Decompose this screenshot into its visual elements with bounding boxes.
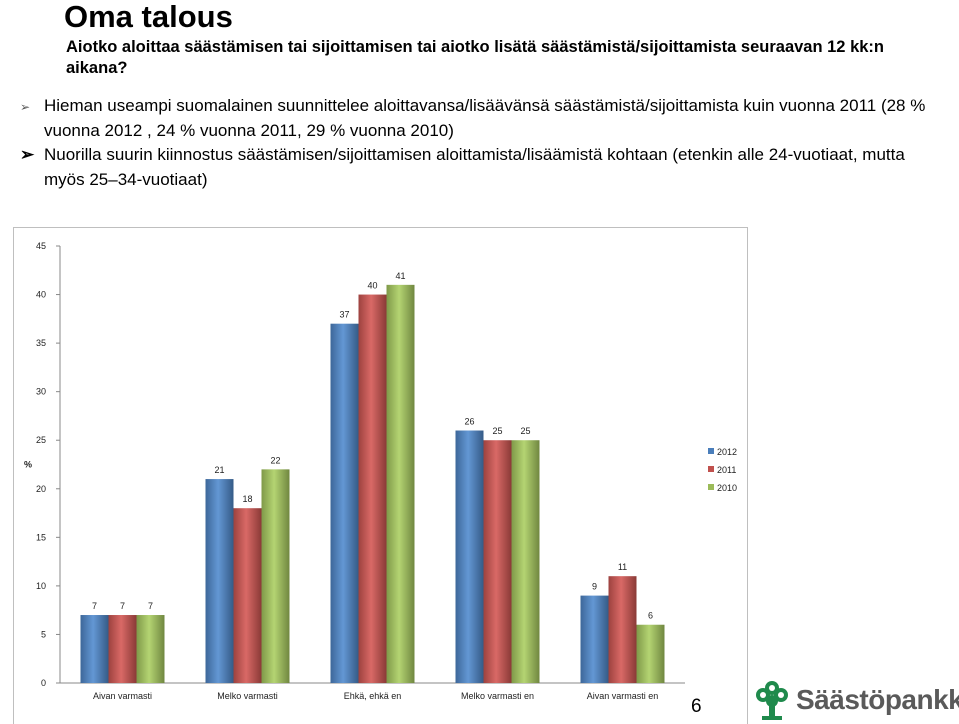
x-tick-label: Aivan varmasti [93, 691, 152, 701]
logo: Säästöpankki [752, 680, 959, 723]
bar-2012 [455, 430, 484, 683]
data-label: 40 [367, 281, 377, 291]
bar-2011 [608, 576, 637, 683]
y-axis-label: % [24, 460, 32, 470]
bar-2012 [330, 323, 359, 683]
bullet-list: ➢ Hieman useampi suomalainen suunnittele… [20, 94, 945, 192]
data-label: 26 [464, 417, 474, 427]
y-tick-label: 0 [41, 678, 46, 688]
tree-logo-icon [756, 681, 788, 720]
bar-2011 [233, 508, 262, 683]
bar-2010 [261, 469, 290, 683]
bar-2012 [205, 479, 234, 683]
legend-swatch-2010 [708, 484, 714, 490]
data-label: 9 [592, 582, 597, 592]
bar-2011 [358, 294, 387, 683]
data-label: 7 [148, 601, 153, 611]
page-number: 6 [691, 696, 702, 717]
y-tick-label: 10 [36, 581, 46, 591]
legend-swatch-2012 [708, 448, 714, 454]
bar-2011 [483, 440, 512, 683]
bullet-item: ➢ Hieman useampi suomalainen suunnittele… [20, 94, 945, 143]
data-label: 7 [92, 601, 97, 611]
legend-label: 2012 [717, 447, 737, 457]
y-tick-label: 45 [36, 241, 46, 251]
y-tick-label: 30 [36, 387, 46, 397]
y-tick-label: 35 [36, 338, 46, 348]
bar-2012 [580, 595, 609, 683]
x-tick-label: Aivan varmasti en [587, 691, 659, 701]
data-label: 21 [214, 465, 224, 475]
y-tick-label: 40 [36, 290, 46, 300]
slide-title: Oma talous [64, 0, 233, 34]
x-tick-label: Ehkä, ehkä en [344, 691, 402, 701]
arrow-bullet-icon: ➢ [20, 145, 35, 164]
legend-label: 2011 [717, 465, 736, 475]
bar-2010 [136, 615, 165, 683]
data-label: 41 [395, 271, 405, 281]
bullet-text: Nuorilla suurin kiinnostus säästämisen/s… [44, 145, 905, 189]
data-label: 7 [120, 601, 125, 611]
bar-2010 [636, 624, 665, 683]
y-tick-label: 25 [36, 435, 46, 445]
data-label: 11 [618, 562, 627, 572]
bar-2012 [80, 615, 109, 683]
arrow-bullet-icon: ➢ [20, 100, 31, 114]
slide-subtitle: Aiotko aloittaa säästämisen tai sijoitta… [66, 38, 884, 77]
data-label: 37 [339, 310, 349, 320]
bar-2011 [108, 615, 137, 683]
x-tick-label: Melko varmasti [217, 691, 278, 701]
x-tick-label: Melko varmasti en [461, 691, 534, 701]
data-label: 18 [242, 494, 252, 504]
data-label: 22 [270, 455, 280, 465]
data-label: 25 [520, 426, 530, 436]
data-label: 6 [648, 611, 653, 621]
bullet-text: Hieman useampi suomalainen suunnittelee … [44, 96, 926, 140]
bullet-item: ➢ Nuorilla suurin kiinnostus säästämisen… [20, 143, 945, 192]
y-tick-label: 15 [36, 532, 46, 542]
y-tick-label: 5 [41, 629, 46, 639]
legend-swatch-2011 [708, 466, 714, 472]
logo-text: Säästöpankki [796, 684, 959, 715]
data-label: 25 [492, 426, 502, 436]
y-tick-label: 20 [36, 484, 46, 494]
legend-label: 2010 [717, 483, 737, 493]
bar-2010 [386, 284, 415, 683]
bar-2010 [511, 440, 540, 683]
